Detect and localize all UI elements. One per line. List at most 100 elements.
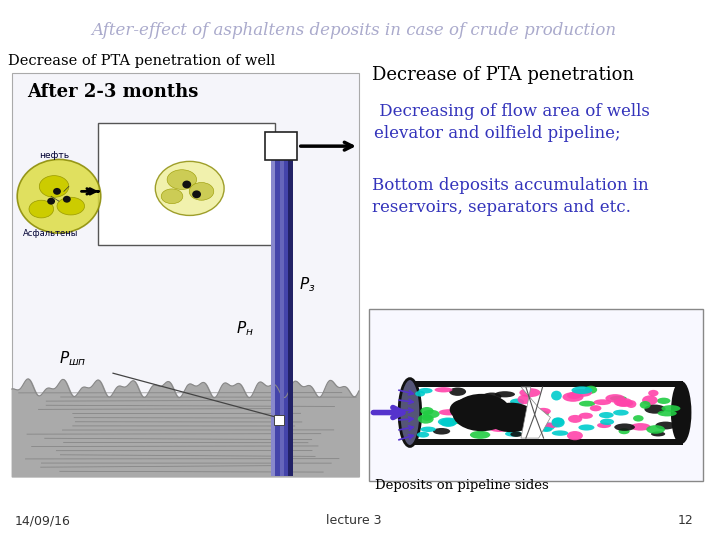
Ellipse shape xyxy=(438,417,458,426)
Ellipse shape xyxy=(597,423,611,428)
Ellipse shape xyxy=(504,416,520,421)
Ellipse shape xyxy=(63,196,71,202)
Ellipse shape xyxy=(57,197,84,215)
Bar xyxy=(274,415,284,426)
Ellipse shape xyxy=(438,409,459,415)
Ellipse shape xyxy=(579,413,593,419)
Ellipse shape xyxy=(655,422,676,429)
Ellipse shape xyxy=(606,394,625,402)
Ellipse shape xyxy=(505,431,522,437)
Ellipse shape xyxy=(642,395,657,405)
Ellipse shape xyxy=(457,400,472,407)
Ellipse shape xyxy=(40,176,69,197)
Bar xyxy=(271,160,275,476)
Ellipse shape xyxy=(491,420,511,427)
Ellipse shape xyxy=(161,189,183,204)
Ellipse shape xyxy=(503,422,514,427)
Ellipse shape xyxy=(616,400,634,407)
Ellipse shape xyxy=(613,410,629,416)
Ellipse shape xyxy=(53,188,61,195)
Text: $P_{з}$: $P_{з}$ xyxy=(299,275,315,294)
Ellipse shape xyxy=(590,405,601,411)
Ellipse shape xyxy=(672,382,690,442)
Ellipse shape xyxy=(541,427,552,432)
Ellipse shape xyxy=(509,415,525,424)
Ellipse shape xyxy=(486,404,500,410)
Text: Decreasing of flow area of wells
elevator and oilfield pipeline;: Decreasing of flow area of wells elevato… xyxy=(374,103,649,142)
Ellipse shape xyxy=(189,183,214,200)
Ellipse shape xyxy=(662,405,680,411)
Ellipse shape xyxy=(552,418,564,428)
Text: Deposits on pipeline sides: Deposits on pipeline sides xyxy=(376,480,549,492)
Ellipse shape xyxy=(536,408,551,415)
Text: 14/09/16: 14/09/16 xyxy=(14,514,71,527)
Ellipse shape xyxy=(420,407,433,415)
Ellipse shape xyxy=(449,388,466,396)
Ellipse shape xyxy=(510,399,524,405)
Ellipse shape xyxy=(433,428,450,435)
Ellipse shape xyxy=(551,391,562,401)
Ellipse shape xyxy=(399,379,420,447)
Ellipse shape xyxy=(630,423,651,430)
Text: 12: 12 xyxy=(678,514,693,527)
Ellipse shape xyxy=(497,419,517,428)
Ellipse shape xyxy=(562,392,583,402)
Bar xyxy=(414,387,678,439)
Text: нефть: нефть xyxy=(39,151,69,160)
Ellipse shape xyxy=(651,431,665,436)
Text: Bottom deposits accumulation in
reservoirs, separators and etc.: Bottom deposits accumulation in reservoi… xyxy=(372,177,648,216)
Bar xyxy=(408,381,683,445)
Ellipse shape xyxy=(657,410,677,416)
Ellipse shape xyxy=(647,425,665,434)
Bar xyxy=(288,160,293,476)
Ellipse shape xyxy=(567,431,583,440)
Ellipse shape xyxy=(482,393,502,401)
Ellipse shape xyxy=(470,431,490,439)
Ellipse shape xyxy=(552,417,564,426)
Ellipse shape xyxy=(192,191,201,198)
Bar xyxy=(12,73,359,476)
Ellipse shape xyxy=(440,418,456,427)
Text: Асфальтены: Асфальтены xyxy=(24,229,78,238)
Text: $P_{н}$: $P_{н}$ xyxy=(236,320,253,339)
Ellipse shape xyxy=(415,391,425,396)
Ellipse shape xyxy=(420,427,436,432)
Ellipse shape xyxy=(644,404,665,414)
Ellipse shape xyxy=(519,388,541,397)
Ellipse shape xyxy=(435,387,452,393)
Bar xyxy=(99,123,275,245)
Bar xyxy=(271,160,293,476)
Ellipse shape xyxy=(17,159,101,233)
Ellipse shape xyxy=(594,399,611,405)
Ellipse shape xyxy=(610,396,627,401)
Ellipse shape xyxy=(182,180,192,188)
Ellipse shape xyxy=(537,422,555,431)
Ellipse shape xyxy=(518,395,531,404)
Ellipse shape xyxy=(572,389,592,397)
Ellipse shape xyxy=(48,198,55,205)
Ellipse shape xyxy=(572,386,593,394)
Ellipse shape xyxy=(578,424,595,430)
Ellipse shape xyxy=(417,432,429,437)
Ellipse shape xyxy=(475,406,487,411)
Ellipse shape xyxy=(568,415,582,423)
Ellipse shape xyxy=(614,423,635,431)
Ellipse shape xyxy=(657,397,670,404)
Ellipse shape xyxy=(487,403,536,432)
Bar xyxy=(369,309,703,481)
Ellipse shape xyxy=(422,415,433,421)
Ellipse shape xyxy=(585,386,597,394)
Text: lecture 3: lecture 3 xyxy=(326,514,382,527)
Ellipse shape xyxy=(543,423,560,428)
Ellipse shape xyxy=(452,394,511,431)
Ellipse shape xyxy=(473,416,486,425)
Ellipse shape xyxy=(450,399,484,421)
Ellipse shape xyxy=(579,401,595,407)
Ellipse shape xyxy=(539,411,549,416)
Ellipse shape xyxy=(490,426,509,432)
Ellipse shape xyxy=(510,431,523,437)
Bar xyxy=(280,160,284,476)
Ellipse shape xyxy=(552,430,568,436)
Polygon shape xyxy=(521,387,551,438)
Ellipse shape xyxy=(418,388,433,394)
